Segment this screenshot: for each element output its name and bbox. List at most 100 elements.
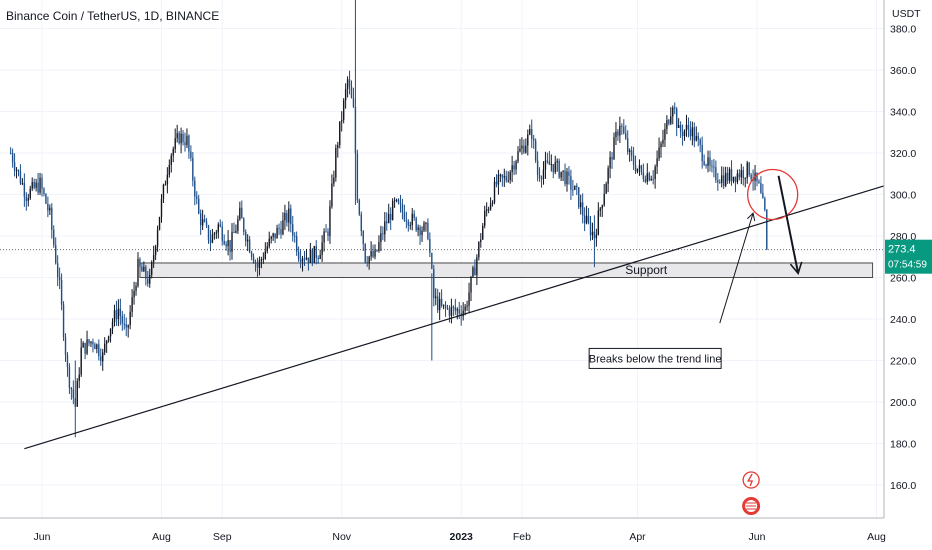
x-tick-label: Sep xyxy=(213,531,232,543)
candle-body xyxy=(411,213,413,226)
candle-body xyxy=(56,263,59,278)
candle-body xyxy=(638,165,641,169)
candle-body xyxy=(386,221,388,224)
candle-body xyxy=(585,215,588,224)
candle-body xyxy=(92,341,94,345)
candle-body xyxy=(687,124,690,130)
candle-body xyxy=(33,181,35,188)
candle-body xyxy=(391,200,394,220)
candle-body xyxy=(388,213,390,224)
candle-body xyxy=(313,245,315,264)
candle-body xyxy=(250,252,253,257)
candle-body xyxy=(292,224,294,236)
candle-body xyxy=(595,234,598,239)
candle-body xyxy=(378,242,380,251)
candle-body xyxy=(280,229,282,235)
candle-body xyxy=(444,304,447,308)
candle-body xyxy=(94,344,96,350)
candle-body xyxy=(764,198,766,210)
candle-body xyxy=(88,339,90,344)
candle-body xyxy=(489,203,492,210)
candle-body xyxy=(125,324,127,328)
candle-body xyxy=(105,340,108,344)
candle-body xyxy=(605,183,607,194)
candle-body xyxy=(458,309,460,314)
candle-body xyxy=(55,245,57,264)
candle-body xyxy=(27,198,29,201)
candle-body xyxy=(642,172,645,180)
down-arrow-shaft xyxy=(777,175,800,274)
candle-body xyxy=(531,129,533,139)
candle-body xyxy=(750,174,752,180)
x-tick-label: Jun xyxy=(749,531,766,543)
candle-body xyxy=(21,183,24,185)
candle-body xyxy=(123,323,125,325)
event-circle xyxy=(742,471,760,489)
candle-body xyxy=(223,240,225,245)
candle-body xyxy=(17,170,20,172)
candle-body xyxy=(203,219,206,222)
candle-body xyxy=(356,153,359,201)
candle-body xyxy=(86,339,88,354)
candle-body xyxy=(295,236,298,252)
candle-body xyxy=(162,184,165,199)
candle-body xyxy=(362,231,364,244)
candle-body xyxy=(131,297,133,312)
candle-body xyxy=(419,227,421,236)
candle-body xyxy=(119,308,122,317)
candle-body xyxy=(53,229,55,246)
y-tick-label: 380.0 xyxy=(890,24,916,36)
x-tick-label: 2023 xyxy=(450,531,474,543)
candle-body xyxy=(601,205,603,209)
candle-body xyxy=(509,172,511,181)
candle-body xyxy=(160,198,163,218)
candle-body xyxy=(335,148,337,178)
candle-body xyxy=(186,135,188,146)
candle-body xyxy=(632,155,635,165)
candle-body xyxy=(258,260,261,268)
candle-body xyxy=(219,224,221,227)
candle-body xyxy=(468,292,470,306)
candle-body xyxy=(450,306,453,316)
candle-body xyxy=(470,276,472,293)
candle-body xyxy=(245,231,247,242)
x-tick-label: Nov xyxy=(332,531,351,543)
candle-body xyxy=(305,257,308,260)
candle-body xyxy=(374,249,376,257)
candle-body xyxy=(756,172,758,182)
candle-body xyxy=(672,107,674,117)
candle-body xyxy=(482,225,484,240)
candle-body xyxy=(129,311,131,326)
candle-body xyxy=(352,98,355,107)
candle-body xyxy=(13,162,16,171)
candle-body xyxy=(51,207,53,230)
candle-body xyxy=(415,217,417,231)
candle-body xyxy=(76,380,78,407)
y-tick-label: 180.0 xyxy=(890,439,916,451)
candle-body xyxy=(121,316,124,324)
candle-body xyxy=(464,306,466,311)
candle-body xyxy=(438,298,441,311)
candle-body xyxy=(570,175,572,190)
candle-body xyxy=(354,106,357,154)
candle-body xyxy=(648,173,650,181)
candle-body xyxy=(699,139,701,145)
candle-body xyxy=(276,228,278,239)
candle-body xyxy=(90,341,92,344)
candle-body xyxy=(227,240,229,247)
candle-body xyxy=(529,129,531,135)
candle-body xyxy=(196,196,198,199)
candle-body xyxy=(656,158,658,167)
candle-body xyxy=(117,308,120,320)
candle-body xyxy=(376,249,378,251)
y-axis: USDT380.0360.0340.0320.0300.0280.0260.02… xyxy=(883,0,932,550)
candle-body xyxy=(317,257,319,259)
candle-body xyxy=(717,180,719,183)
candle-body xyxy=(503,176,506,178)
support-zone xyxy=(139,262,874,279)
candle-body xyxy=(68,366,71,388)
candle-body xyxy=(640,165,643,173)
candle-body xyxy=(184,142,186,146)
candle-body xyxy=(149,274,151,284)
